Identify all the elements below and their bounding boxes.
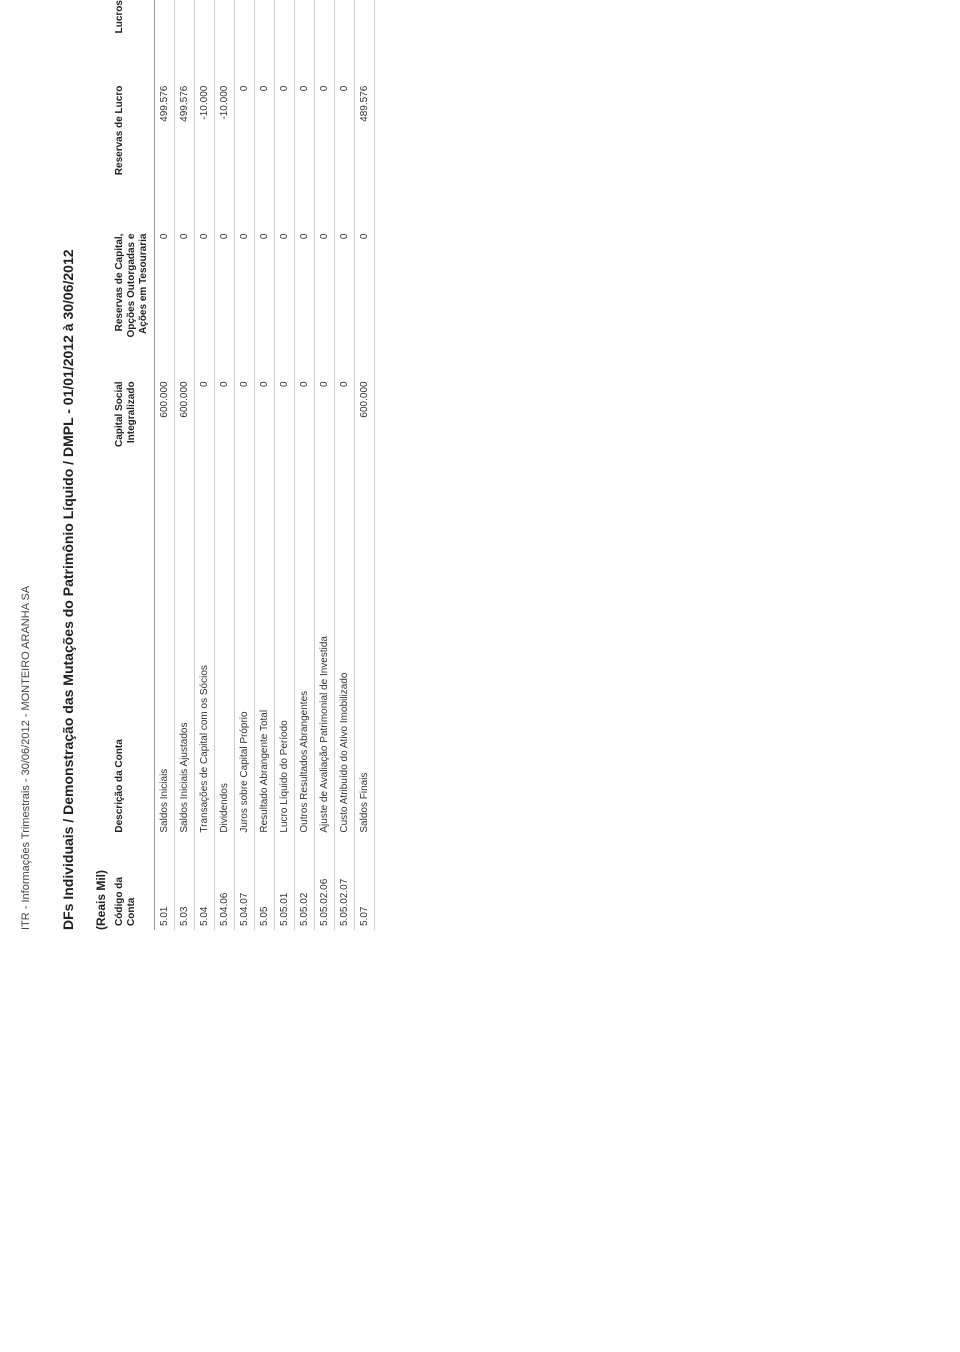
table-cell: 5.03: [175, 837, 195, 930]
table-cell: -10.000: [195, 82, 215, 230]
table-cell: 0: [195, 377, 215, 525]
table-cell: 499.576: [155, 82, 175, 230]
table-cell: 5.05: [255, 837, 275, 930]
column-header-c3: Reservas de Lucro: [110, 82, 155, 230]
table-cell: -10.000: [215, 82, 235, 230]
table-row: 5.05Resultado Abrangente Total00091.3514…: [255, 0, 275, 930]
table-cell: 0: [235, 230, 255, 378]
table-cell: 0: [175, 230, 195, 378]
table-cell: Saldos Iniciais: [155, 525, 175, 836]
table-cell: Custo Atribuído do Ativo Imobilizado: [335, 525, 355, 836]
document-page: ITR - Informações Trimestrais - 30/06/20…: [0, 0, 960, 960]
table-cell: 0: [195, 230, 215, 378]
table-cell: 0: [295, 377, 315, 525]
table-cell: -208: [335, 0, 355, 82]
table-row: 5.05.02Outros Resultados Abrangentes000-…: [295, 0, 315, 930]
table-cell: 0: [335, 82, 355, 230]
table-row: 5.05.02.07Custo Atribuído do Ativo Imobi…: [335, 0, 355, 930]
table-cell: 0: [295, 230, 315, 378]
table-cell: 0: [295, 82, 315, 230]
table-cell: 0: [175, 0, 195, 82]
table-cell: 0: [275, 82, 295, 230]
table-cell: 0: [335, 230, 355, 378]
table-row: 5.04.06Dividendos00-10.00000-10.000: [215, 0, 235, 930]
table-cell: 5.05.02.06: [315, 837, 335, 930]
table-row: 5.05.02.06Ajuste de Avaliação Patrimonia…: [315, 0, 335, 930]
table-cell: 0: [315, 230, 335, 378]
table-cell: 5.05.02.07: [335, 837, 355, 930]
table-cell: 0: [315, 377, 335, 525]
table-cell: 0: [275, 230, 295, 378]
table-cell: 0: [255, 377, 275, 525]
table-cell: 0: [315, 82, 335, 230]
table-header: Código daContaDescrição da ContaCapital …: [110, 0, 155, 930]
dmpl-table: Código daContaDescrição da ContaCapital …: [110, 0, 375, 930]
table-cell: 45.151: [355, 0, 375, 82]
table-cell: 0: [215, 0, 235, 82]
table-cell: 5.04.06: [215, 837, 235, 930]
table-cell: 0: [255, 82, 275, 230]
table-cell: 0: [215, 230, 235, 378]
table-cell: 0: [155, 0, 175, 82]
column-header-c2: Reservas de Capital,Opções Outorgadas eA…: [110, 230, 155, 378]
table-cell: 0: [335, 377, 355, 525]
table-row: 5.04Transações de Capital com os Sócios0…: [195, 0, 215, 930]
table-cell: Ajuste de Avaliação Patrimonial de Inves…: [315, 525, 335, 836]
table-cell: Saldos Iniciais Ajustados: [175, 525, 195, 836]
column-header-desc: Descrição da Conta: [110, 525, 155, 836]
table-row: 5.03Saldos Iniciais Ajustados600.0000499…: [175, 0, 195, 930]
table-cell: 600.000: [175, 377, 195, 525]
table-cell: 5.05.01: [275, 837, 295, 930]
table-body: 5.01Saldos Iniciais600.0000499.57608.983…: [155, 0, 375, 930]
table-cell: 0: [255, 230, 275, 378]
table-cell: -46.200: [235, 0, 255, 82]
table-cell: 0: [235, 377, 255, 525]
table-cell: 0: [315, 0, 335, 82]
table-cell: 5.07: [355, 837, 375, 930]
table-cell: 91.351: [255, 0, 275, 82]
column-header-c4: Lucros ou PrejuízosAcumulados: [110, 0, 155, 82]
table-cell: 5.05.02: [295, 837, 315, 930]
table-cell: 91.559: [275, 0, 295, 82]
table-cell: Resultado Abrangente Total: [255, 525, 275, 836]
table-cell: 0: [155, 230, 175, 378]
table-cell: Juros sobre Capital Próprio: [235, 525, 255, 836]
header-left-text: ITR - Informações Trimestrais - 30/06/20…: [20, 586, 32, 930]
table-row: 5.01Saldos Iniciais600.0000499.57608.983…: [155, 0, 175, 930]
table-cell: 489.576: [355, 82, 375, 230]
table-cell: 0: [215, 377, 235, 525]
table-cell: 5.04: [195, 837, 215, 930]
table-cell: 0: [275, 377, 295, 525]
table-cell: Saldos Finais: [355, 525, 375, 836]
table-cell: 0: [235, 82, 255, 230]
table-cell: 5.01: [155, 837, 175, 930]
page-title: DFs Individuais / Demonstração das Mutaç…: [60, 0, 76, 930]
table-row: 5.05.01Lucro Líquido do Período00091.559…: [275, 0, 295, 930]
table-cell: 0: [355, 230, 375, 378]
table-row: 5.07Saldos Finais600.0000489.57645.1519.…: [355, 0, 375, 930]
table-cell: 5.04.07: [235, 837, 255, 930]
table-cell: 600.000: [155, 377, 175, 525]
table-cell: Outros Resultados Abrangentes: [295, 525, 315, 836]
table-cell: -46.200: [195, 0, 215, 82]
table-cell: Dividendos: [215, 525, 235, 836]
table-row: 5.04.07Juros sobre Capital Próprio000-46…: [235, 0, 255, 930]
table-cell: Lucro Líquido do Período: [275, 525, 295, 836]
table-cell: Transações de Capital com os Sócios: [195, 525, 215, 836]
column-header-codigo: Código daConta: [110, 837, 155, 930]
unit-label: (Reais Mil): [94, 0, 108, 930]
table-cell: 600.000: [355, 377, 375, 525]
column-header-c1: Capital SocialIntegralizado: [110, 377, 155, 525]
document-header: ITR - Informações Trimestrais - 30/06/20…: [20, 0, 32, 930]
table-cell: -208: [295, 0, 315, 82]
table-cell: 499.576: [175, 82, 195, 230]
